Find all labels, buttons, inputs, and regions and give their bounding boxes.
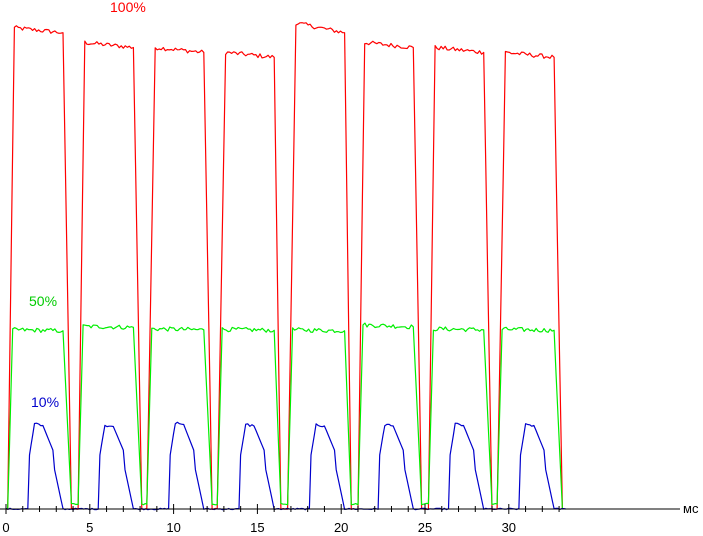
series-label-100: 100% — [110, 0, 146, 15]
x-axis-unit-label: мс — [683, 501, 699, 516]
series-layer — [5, 22, 566, 511]
series-line-50 — [5, 322, 563, 510]
series-line-100 — [5, 22, 563, 511]
x-tick-label: 30 — [502, 520, 516, 535]
series-labels: 100% 50% 10% — [29, 0, 146, 410]
x-tick-label: 15 — [250, 520, 264, 535]
x-tick-label: 25 — [418, 520, 432, 535]
x-axis: 0 5 10 15 20 25 30 — [0, 504, 680, 535]
series-label-10: 10% — [31, 394, 59, 410]
series-label-50: 50% — [29, 293, 57, 309]
x-tick-label: 5 — [86, 520, 93, 535]
x-tick-label: 10 — [166, 520, 180, 535]
x-tick-label: 20 — [334, 520, 348, 535]
series-line-10 — [5, 421, 566, 511]
x-tick-label: 0 — [2, 520, 9, 535]
